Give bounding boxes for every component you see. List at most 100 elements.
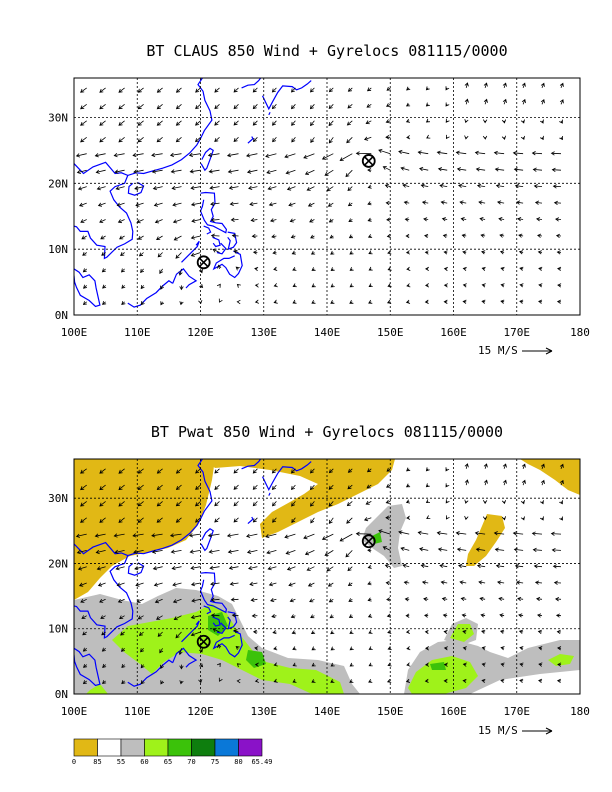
wind-vector (83, 663, 88, 668)
wind-vector (347, 103, 353, 109)
coastline-segment (74, 268, 101, 308)
wind-vector (481, 299, 486, 304)
wind-vector (324, 550, 334, 556)
wind-vector (154, 219, 163, 224)
wind-vector (217, 643, 222, 649)
wind-vector (386, 233, 391, 239)
wind-vector (498, 217, 505, 222)
wind-vector (102, 680, 107, 685)
wind-vector (367, 597, 372, 602)
wind-vector (209, 565, 220, 570)
wind-vector (348, 218, 353, 223)
wind-vector (442, 233, 448, 239)
wind-vector (290, 87, 296, 93)
wind-vector (347, 566, 353, 572)
wind-vector (553, 580, 562, 585)
wind-vector (556, 299, 562, 304)
wind-vector (366, 484, 372, 489)
wind-vector (102, 663, 107, 668)
colorbar-swatch (144, 738, 169, 757)
colorbar-swatch (191, 738, 216, 757)
wind-vector (475, 167, 486, 172)
wind-vector (160, 664, 164, 670)
wind-vector (382, 546, 391, 551)
wind-vector (78, 582, 87, 587)
lon-tick-label: 140E (314, 326, 341, 339)
wind-vector (271, 501, 277, 507)
wind-vector (462, 266, 467, 271)
wind-vector (175, 631, 182, 639)
wind-vector (330, 267, 335, 271)
wind-vector (265, 533, 277, 539)
wind-vector (368, 250, 373, 255)
wind-vector (537, 250, 543, 255)
wind-vector (458, 183, 467, 189)
wind-vector (172, 598, 182, 604)
wind-vector (480, 233, 486, 238)
wind-vector (440, 200, 448, 205)
lon-tick-label: 100E (61, 705, 88, 718)
wind-vector (81, 615, 87, 619)
wind-vector (539, 135, 544, 141)
coastline-segment (74, 555, 134, 639)
wind-vector (462, 299, 467, 304)
colorbar-swatch (214, 738, 239, 757)
wind-vector (539, 119, 544, 124)
wind-vector (233, 517, 239, 523)
wind-vector (425, 467, 430, 472)
wind-vector (330, 283, 335, 288)
wind-vector (405, 233, 410, 239)
wind-vector (501, 516, 506, 521)
wind-vector (231, 613, 239, 618)
wind-vector (153, 202, 163, 207)
wind-vector (387, 662, 392, 667)
colorbar-label: 60 (140, 758, 148, 766)
wind-vector (339, 153, 353, 161)
wind-vector (538, 283, 543, 288)
coastlines (74, 78, 312, 308)
wind-vector (115, 186, 125, 191)
wind-vector (339, 533, 353, 542)
wind-vector (151, 533, 163, 538)
wind-vector (499, 233, 505, 238)
wind-vector (83, 284, 88, 289)
wind-vector (210, 217, 220, 223)
wind-vector (290, 484, 296, 490)
wind-vector (500, 646, 505, 651)
wind-vector (133, 549, 144, 554)
pwat-region-lightgreen-se (408, 656, 478, 694)
wind-vector (406, 662, 411, 667)
wind-vector (534, 580, 543, 585)
wind-vector (425, 283, 430, 288)
coastline-segment (261, 80, 312, 111)
wind-vector (273, 299, 278, 304)
wind-vector (207, 152, 220, 158)
wind-vector (137, 235, 144, 240)
wind-vector (550, 531, 562, 536)
lon-tick-label: 150E (377, 705, 404, 718)
bottom-axis-labels: 100E 110E 120E 130E 140E 150E 160E 170E 180 0N 10N… (48, 492, 590, 718)
wind-vector (328, 218, 334, 223)
wind-vector (481, 678, 486, 683)
wind-vector (179, 680, 184, 685)
wind-vector (248, 565, 258, 571)
wind-vector (140, 268, 145, 273)
coastline-segment (227, 611, 238, 630)
wind-vector (230, 597, 239, 602)
wind-vector (557, 646, 562, 651)
wind-vector (517, 596, 524, 602)
wind-vector (284, 153, 296, 159)
gyre-location-marker (361, 154, 376, 168)
wind-vector (519, 299, 524, 304)
wind-vector (368, 646, 373, 650)
wind-vector (367, 548, 372, 553)
wind-vector (212, 628, 220, 633)
coastline-segment (172, 647, 198, 668)
wind-vector (406, 266, 411, 271)
wind-vector (347, 582, 353, 587)
wind-vector (443, 250, 448, 255)
colorbar-swatch (167, 738, 192, 757)
lon-tick-label: 130E (251, 326, 278, 339)
wind-vector (272, 630, 277, 635)
wind-vector (151, 152, 163, 158)
